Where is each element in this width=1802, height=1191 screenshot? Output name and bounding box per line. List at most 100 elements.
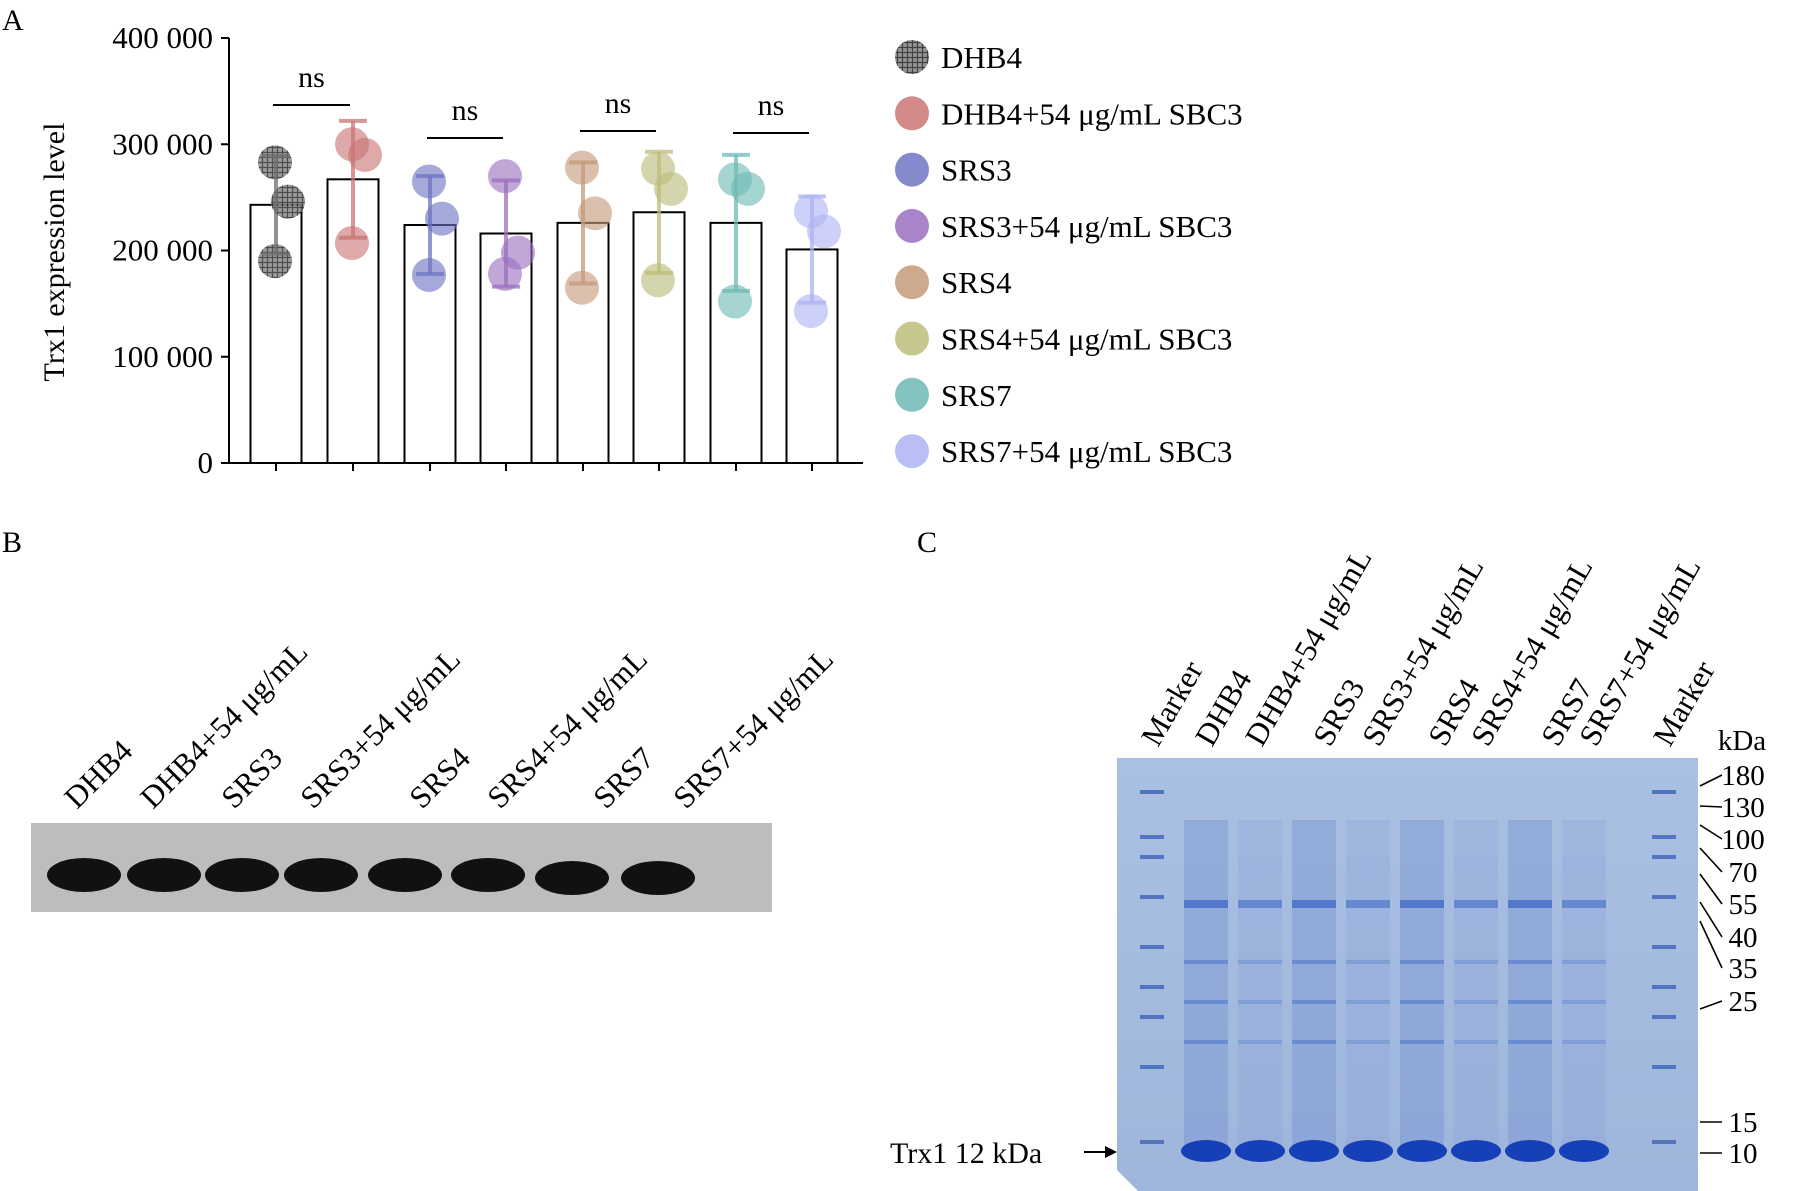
gel-band xyxy=(1508,900,1552,908)
marker-label: 15 xyxy=(1729,1107,1758,1139)
blot-band xyxy=(47,858,121,892)
marker-ladder-band xyxy=(1652,790,1676,794)
blot-lane-label: SRS7+54 μg/mL xyxy=(666,641,840,815)
legend-marker xyxy=(895,434,929,469)
blot-lane-label: SRS7 xyxy=(586,740,661,815)
gel-band xyxy=(1508,1000,1552,1004)
significance-group: ns ns ns ns xyxy=(273,61,809,139)
gel-band xyxy=(1184,1040,1228,1044)
gel-band xyxy=(1184,960,1228,964)
marker-label: 40 xyxy=(1729,922,1758,954)
marker-ladder-band xyxy=(1140,985,1164,989)
marker-ladder-band xyxy=(1140,1065,1164,1069)
trx1-band xyxy=(1181,1140,1231,1162)
marker-tick xyxy=(1699,847,1723,873)
chart-legend: DHB4 DHB4+54 μg/mL SBC3 SRS3 SRS3+54 μg/mL … xyxy=(895,40,1243,469)
gel-band xyxy=(1346,1000,1390,1004)
marker-label: 35 xyxy=(1729,953,1758,985)
gel-band xyxy=(1292,960,1336,964)
trx1-band xyxy=(1343,1140,1393,1162)
marker-tick xyxy=(1699,774,1723,787)
gel-unit-label: kDa xyxy=(1718,725,1766,757)
marker-label: 55 xyxy=(1729,889,1758,921)
significance-label: ns xyxy=(452,94,479,127)
trx1-band xyxy=(1559,1140,1609,1162)
blot-band xyxy=(368,858,442,892)
gel-background xyxy=(1117,758,1698,1191)
marker-label: 25 xyxy=(1729,986,1758,1018)
gel-band xyxy=(1400,960,1444,964)
blot-band xyxy=(451,858,525,892)
gel-band xyxy=(1454,1000,1498,1004)
gel-smear xyxy=(1346,820,1390,1150)
gel-band xyxy=(1346,960,1390,964)
marker-ladder-band xyxy=(1140,855,1164,859)
significance-label: ns xyxy=(758,89,785,122)
marker-label: 180 xyxy=(1721,760,1765,792)
marker-label: 100 xyxy=(1721,824,1765,856)
trx1-label: Trx1 12 kDa xyxy=(890,1137,1042,1170)
marker-ladder-band xyxy=(1140,835,1164,839)
legend-marker xyxy=(895,265,929,300)
data-point xyxy=(425,201,459,236)
marker-label: 70 xyxy=(1729,857,1758,889)
marker-ladder-band xyxy=(1652,855,1676,859)
blot-image xyxy=(31,823,772,912)
gel-band xyxy=(1562,1000,1606,1004)
y-tick-label: 300 000 xyxy=(112,126,213,161)
data-point xyxy=(348,137,382,172)
marker-ladder-band xyxy=(1652,1015,1676,1019)
gel-band xyxy=(1184,1000,1228,1004)
marker-ladder-band xyxy=(1140,945,1164,949)
gel-lane-label: SRS3 xyxy=(1306,673,1372,752)
marker-tick xyxy=(1699,873,1723,905)
data-point xyxy=(335,226,369,261)
gel-smear xyxy=(1400,820,1444,1150)
trx1-band xyxy=(1235,1140,1285,1162)
gel-band xyxy=(1238,1000,1282,1004)
marker-ladder-band xyxy=(1652,895,1676,899)
legend-label: DHB4 xyxy=(941,40,1022,75)
blot-band xyxy=(205,858,279,892)
y-tick-label: 100 000 xyxy=(112,339,213,374)
gel-band xyxy=(1346,1040,1390,1044)
legend-marker xyxy=(895,208,929,243)
blot-lane-label: SRS4 xyxy=(402,740,477,815)
panel-b-label: B xyxy=(2,526,22,559)
blot-bands xyxy=(47,858,695,895)
gel-lane-label: DHB4+54 μg/mL xyxy=(1238,543,1379,752)
y-axis-label: Trx1 expression level xyxy=(38,123,71,382)
legend-label: SRS3 xyxy=(941,153,1012,188)
marker-ladder-band xyxy=(1140,895,1164,899)
gel-band xyxy=(1562,900,1606,908)
marker-ladder-band xyxy=(1652,1140,1676,1144)
gel-band xyxy=(1292,900,1336,908)
blot-lane-label: DHB4 xyxy=(57,733,139,815)
marker-label: 10 xyxy=(1729,1138,1758,1170)
blot-band xyxy=(127,858,201,892)
marker-tick xyxy=(1699,805,1723,808)
legend-marker xyxy=(895,96,929,131)
gel-band xyxy=(1400,1000,1444,1004)
gel-band xyxy=(1292,1000,1336,1004)
marker-ladder-band xyxy=(1652,835,1676,839)
legend-label: SRS4+54 μg/mL SBC3 xyxy=(941,322,1232,357)
marker-tick xyxy=(1699,824,1723,840)
bar-chart: 0 100 000 200 000 300 000 400 000 Trx1 expre… xyxy=(38,20,863,480)
legend-label: SRS7+54 μg/mL SBC3 xyxy=(941,434,1232,469)
gel-band xyxy=(1508,1040,1552,1044)
panel-c-label: C xyxy=(917,526,937,559)
panel-a-label: A xyxy=(2,4,24,37)
blot-lane-label: SRS3 xyxy=(214,740,289,815)
blot-band xyxy=(284,858,358,892)
y-tick-label: 0 xyxy=(198,445,214,480)
marker-ladder-band xyxy=(1140,1140,1164,1144)
trx1-arrow-head xyxy=(1105,1146,1117,1158)
gel-band xyxy=(1184,900,1228,908)
significance-label: ns xyxy=(605,87,632,120)
marker-tick xyxy=(1699,1000,1723,1010)
